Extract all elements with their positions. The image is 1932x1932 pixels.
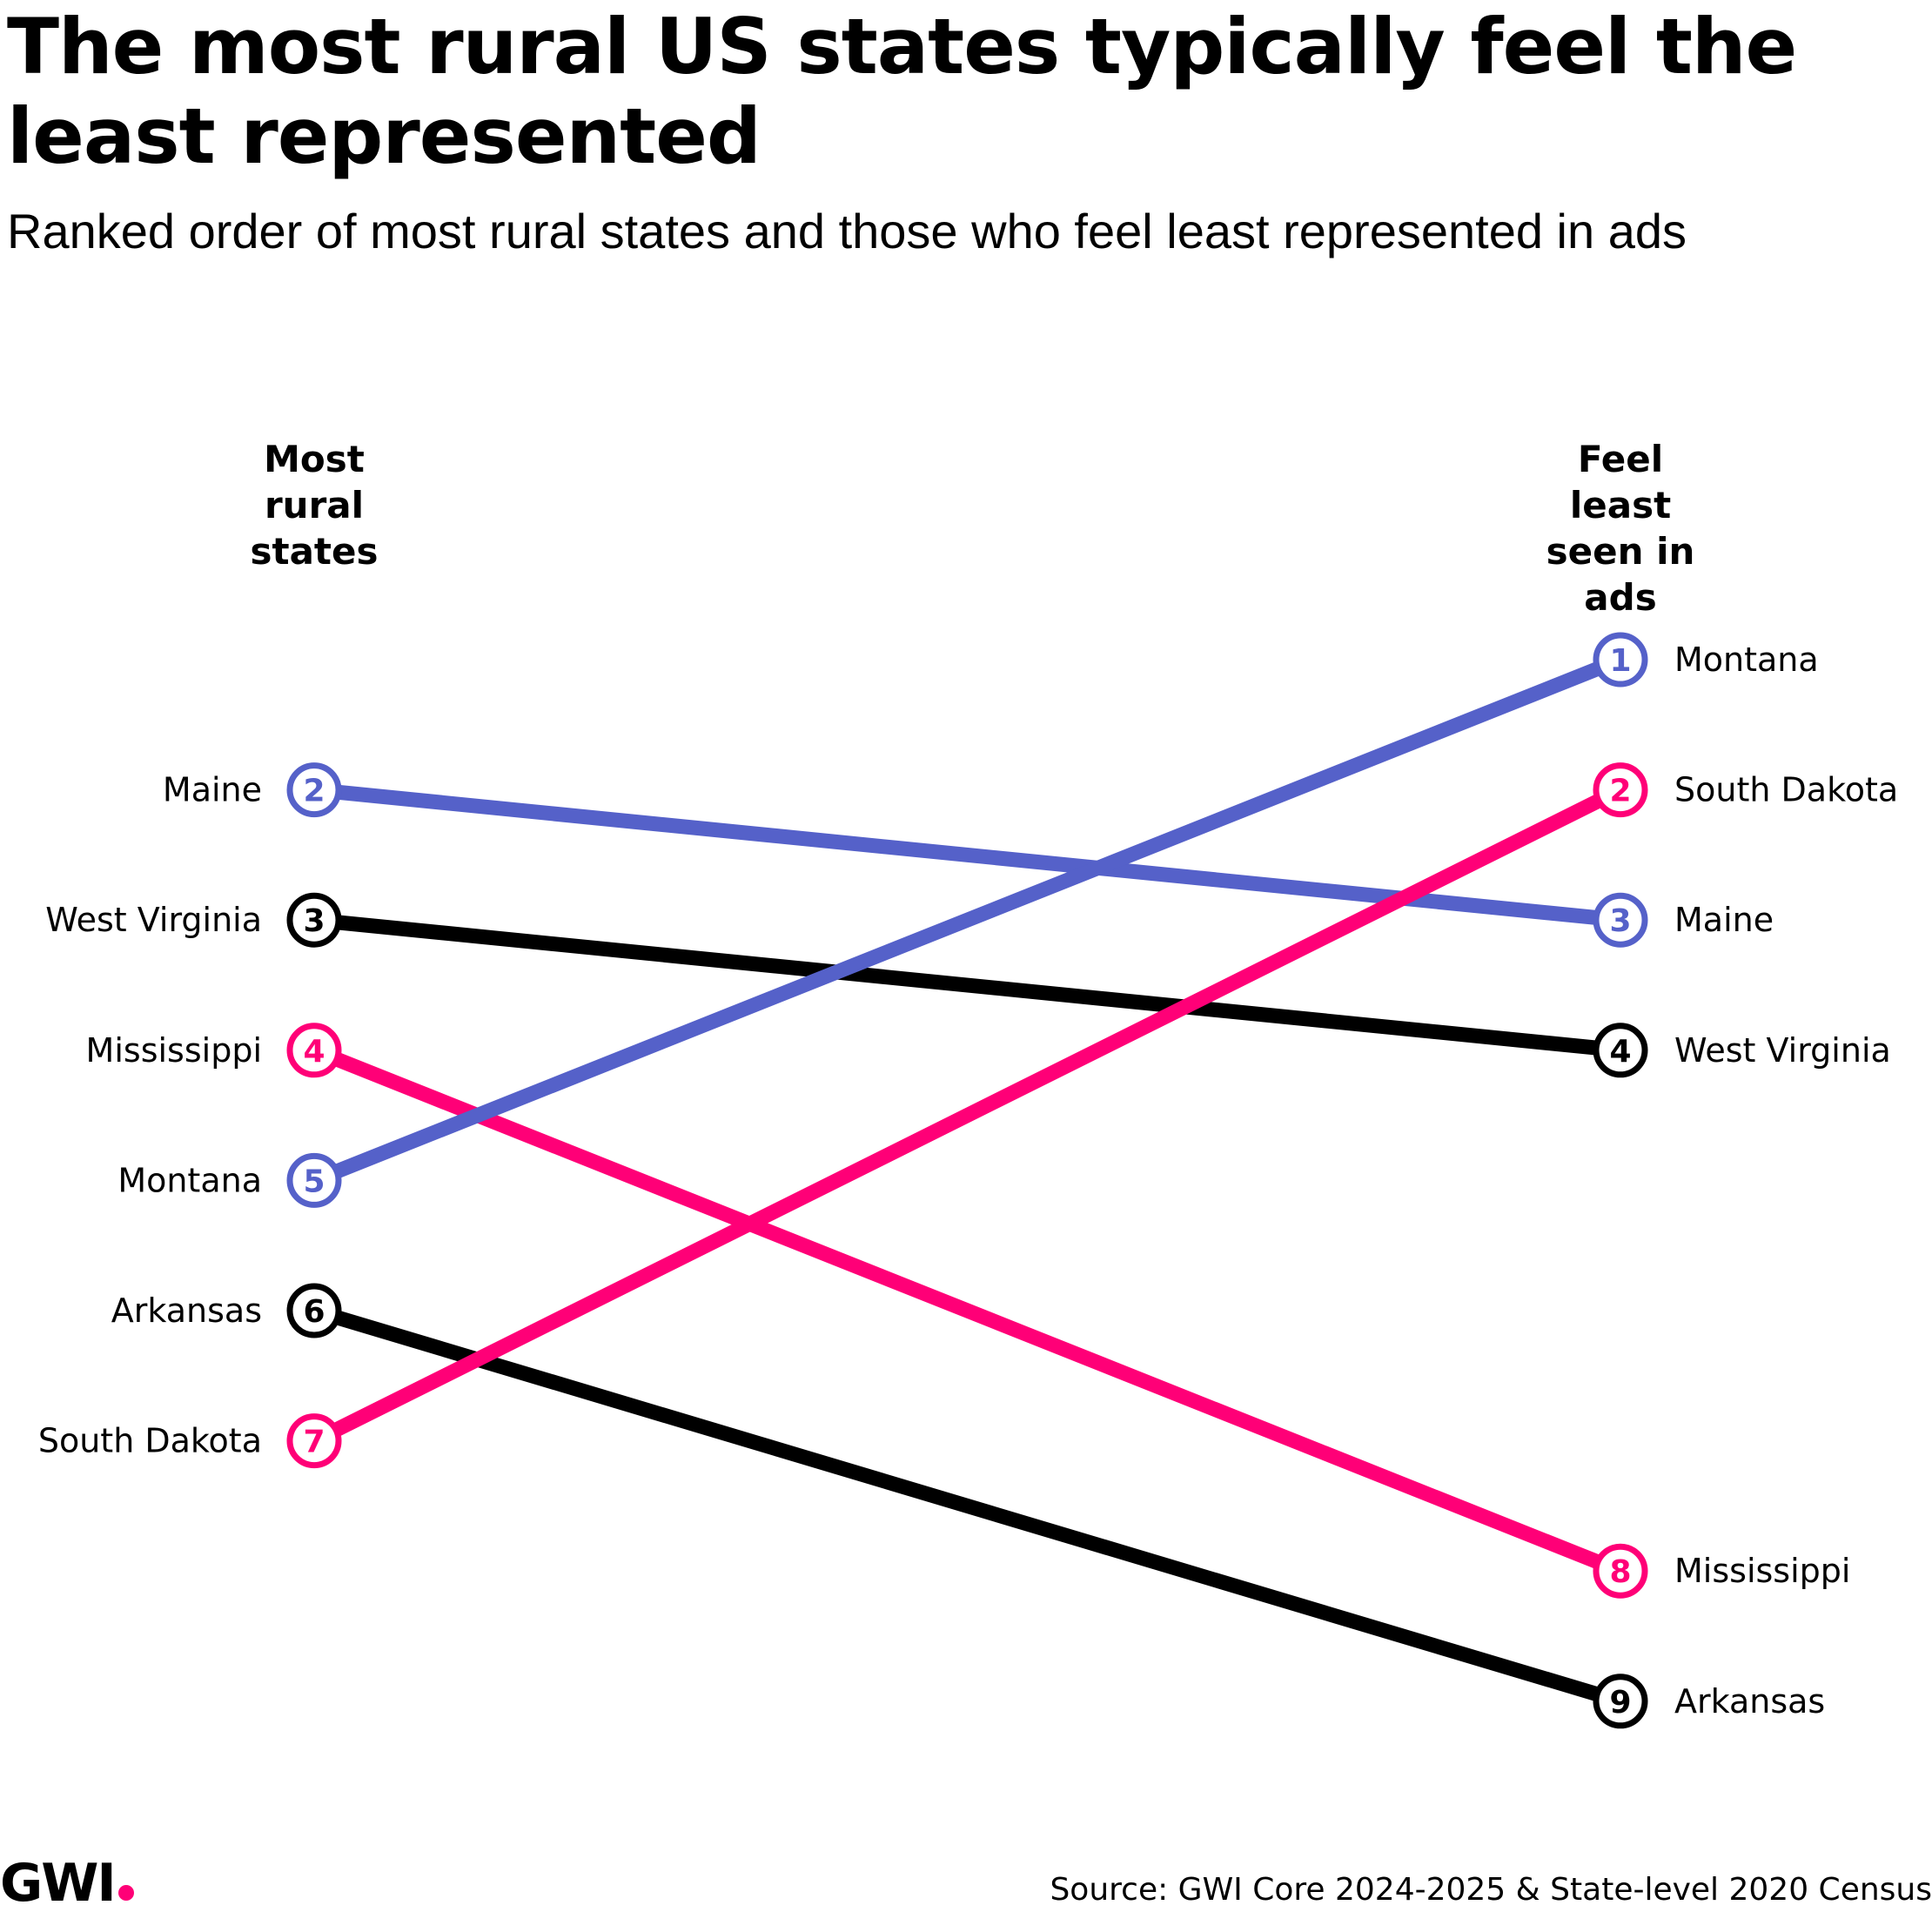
left-marker-mississippi: [286, 1023, 342, 1078]
left-marker-west-virginia: [286, 892, 342, 948]
right-label-arkansas: Arkansas: [1674, 1682, 1825, 1721]
slope-line-maine: [306, 782, 1628, 928]
left-rank-number-maine: 2: [303, 774, 325, 809]
right-rank-number-maine: 3: [1609, 903, 1631, 939]
right-label-south-dakota: South Dakota: [1674, 771, 1898, 809]
gwi-logo: GWI: [0, 1852, 134, 1915]
right-marker-maine: [1593, 892, 1648, 948]
right-label-west-virginia: West Virginia: [1674, 1031, 1891, 1070]
right-rank-number-montana: 1: [1609, 643, 1631, 679]
right-header-line: Feel: [1578, 438, 1663, 480]
left-rank-number-west-virginia: 3: [303, 903, 325, 939]
left-label-maine: Maine: [163, 771, 262, 809]
left-marker-maine: [286, 762, 342, 818]
left-header-line: rural: [265, 484, 364, 527]
right-header-line: least: [1570, 484, 1671, 527]
right-marker-west-virginia: [1593, 1023, 1648, 1078]
left-rank-number-south-dakota: 7: [303, 1425, 325, 1460]
left-header-line: states: [251, 530, 379, 573]
right-rank-number-west-virginia: 4: [1609, 1034, 1631, 1070]
slope-line-arkansas: [306, 1303, 1628, 1709]
right-header-line: ads: [1584, 576, 1656, 619]
right-rank-number-south-dakota: 2: [1609, 774, 1631, 809]
state-labels: Maine Maine West Virginia West Virginia Miss…: [38, 641, 1898, 1721]
page-subtitle: Ranked order of most rural states and th…: [7, 204, 1687, 258]
right-label-montana: Montana: [1674, 641, 1819, 679]
left-rank-number-arkansas: 6: [303, 1294, 325, 1330]
left-label-south-dakota: South Dakota: [38, 1422, 262, 1460]
left-label-arkansas: Arkansas: [111, 1291, 262, 1330]
source-note: Source: GWI Core 2024-2025 & State-level…: [1050, 1872, 1932, 1908]
slope-line-montana: [306, 652, 1628, 1188]
right-marker-montana: [1593, 632, 1648, 688]
logo-dot-icon: [117, 1885, 134, 1901]
left-marker-south-dakota: [286, 1413, 342, 1469]
right-marker-mississippi: [1593, 1543, 1648, 1599]
right-header-line: seen in: [1546, 530, 1695, 573]
left-label-montana: Montana: [117, 1161, 262, 1199]
left-marker-arkansas: [286, 1283, 342, 1338]
rank-markers: 2 3 3 4 4 8 5 1 6 9 7 2: [286, 632, 1648, 1729]
slope-line-south-dakota: [306, 782, 1628, 1449]
left-marker-montana: [286, 1152, 342, 1208]
right-marker-arkansas: [1593, 1674, 1648, 1729]
right-label-maine: Maine: [1674, 901, 1774, 939]
page-title: The most rural US states typically feel …: [7, 2, 1797, 181]
right-rank-number-mississippi: 8: [1609, 1554, 1631, 1590]
right-label-mississippi: Mississippi: [1674, 1552, 1850, 1590]
left-header-line: Most: [264, 438, 365, 480]
left-label-mississippi: Mississippi: [86, 1031, 262, 1070]
logo-text: GWI: [0, 1853, 117, 1914]
left-label-west-virginia: West Virginia: [45, 901, 262, 939]
slope-line-mississippi: [306, 1043, 1628, 1579]
slope-lines: [306, 652, 1628, 1709]
left-rank-number-mississippi: 4: [303, 1034, 325, 1070]
right-rank-number-arkansas: 9: [1609, 1685, 1631, 1721]
right-marker-south-dakota: [1593, 762, 1648, 818]
left-rank-number-montana: 5: [303, 1164, 325, 1199]
slope-line-west-virginia: [306, 912, 1628, 1058]
